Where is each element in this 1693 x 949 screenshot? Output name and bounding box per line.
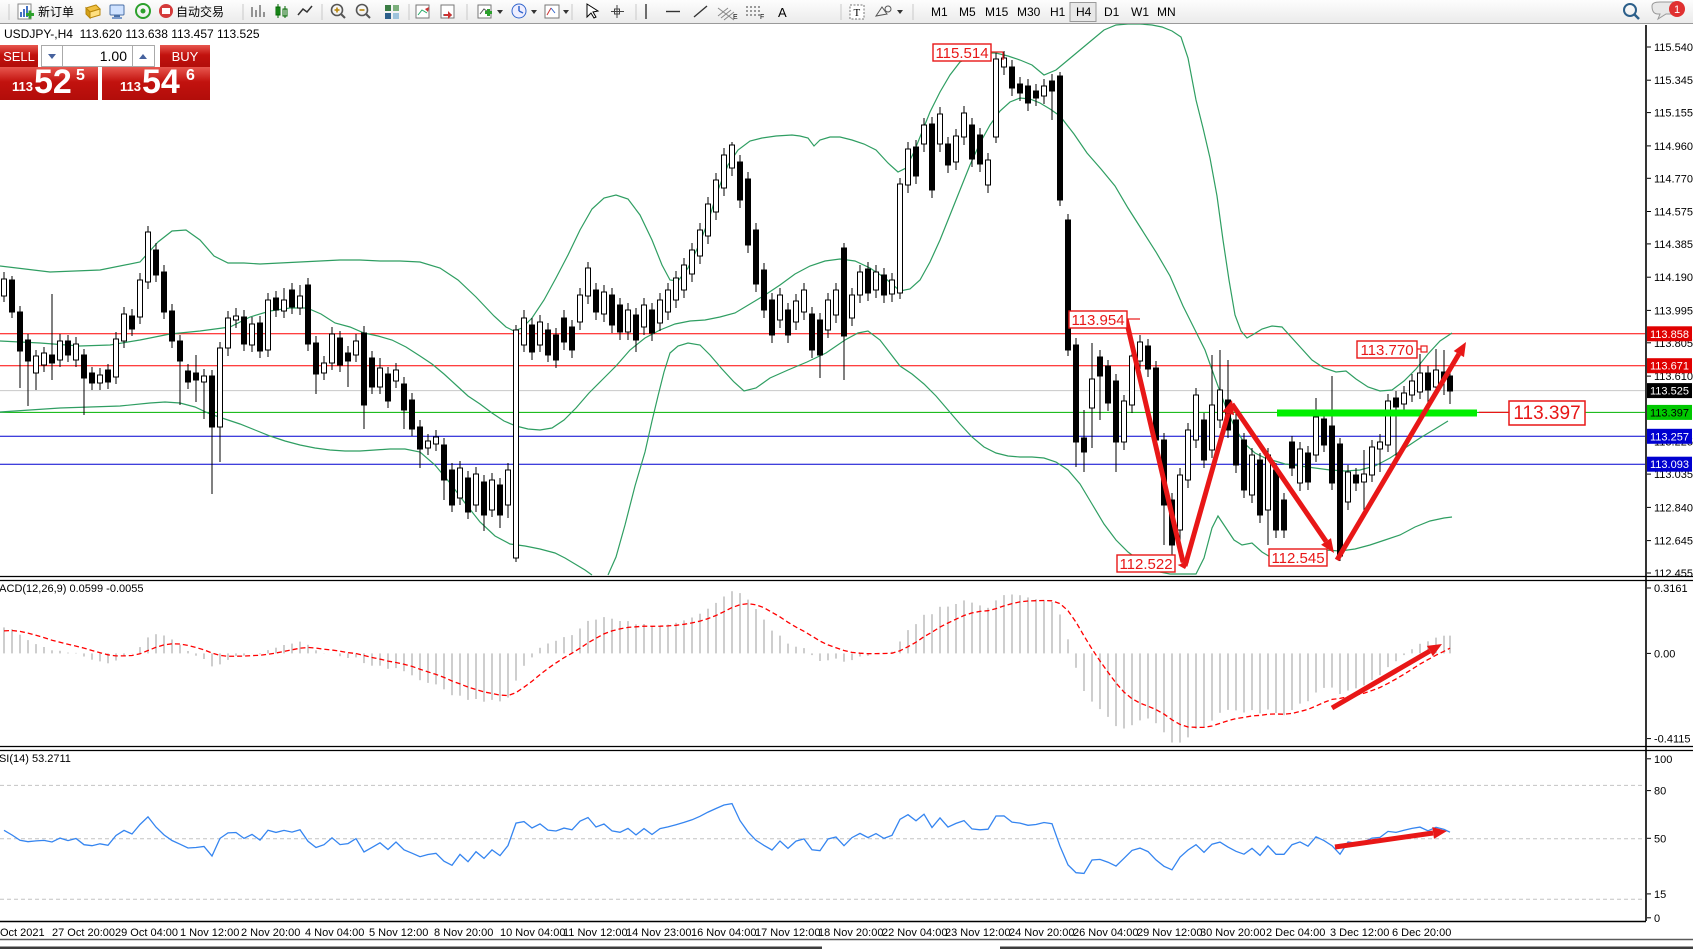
svg-text:8 Nov 20:00: 8 Nov 20:00 (434, 927, 493, 939)
svg-text:114.575: 114.575 (1654, 207, 1693, 219)
svg-text:114.190: 114.190 (1654, 272, 1693, 284)
svg-text:113.671: 113.671 (1650, 361, 1689, 373)
svg-text:24 Nov 20:00: 24 Nov 20:00 (1009, 927, 1074, 939)
svg-text:26 Nov 04:00: 26 Nov 04:00 (1073, 927, 1138, 939)
svg-text:100: 100 (1654, 754, 1672, 766)
svg-text:新订单: 新订单 (38, 4, 74, 19)
svg-text:0: 0 (1654, 913, 1660, 925)
svg-text:H1: H1 (1050, 5, 1066, 19)
svg-text:M5: M5 (959, 5, 976, 19)
svg-text:E: E (733, 14, 738, 21)
svg-text:27 Oct 20:00: 27 Oct 20:00 (52, 927, 115, 939)
svg-text:113.995: 113.995 (1654, 305, 1693, 317)
svg-text:-0.4115: -0.4115 (1654, 734, 1691, 746)
svg-text:115.540: 115.540 (1654, 42, 1693, 54)
svg-text:A: A (778, 5, 787, 20)
svg-text:5 Nov 12:00: 5 Nov 12:00 (369, 927, 428, 939)
svg-text:17 Nov 12:00: 17 Nov 12:00 (755, 927, 820, 939)
svg-text:18 Nov 20:00: 18 Nov 20:00 (818, 927, 883, 939)
svg-text:112.455: 112.455 (1654, 568, 1693, 580)
svg-text:14 Nov 23:00: 14 Nov 23:00 (626, 927, 691, 939)
svg-text:113.397: 113.397 (1513, 403, 1580, 424)
svg-text:4 Nov 04:00: 4 Nov 04:00 (305, 927, 364, 939)
svg-text:115.345: 115.345 (1654, 75, 1693, 87)
svg-text:114.385: 114.385 (1654, 239, 1693, 251)
svg-text:113.257: 113.257 (1650, 431, 1689, 443)
svg-text:115.155: 115.155 (1654, 108, 1693, 120)
svg-text:D1: D1 (1104, 5, 1120, 19)
svg-text:6 Dec 20:00: 6 Dec 20:00 (1392, 927, 1451, 939)
svg-text:自动交易: 自动交易 (176, 4, 224, 19)
svg-text:114.770: 114.770 (1654, 173, 1693, 185)
svg-text:113.397: 113.397 (1650, 407, 1689, 419)
svg-text:M30: M30 (1017, 5, 1041, 19)
svg-text:114.960: 114.960 (1654, 141, 1693, 153)
svg-text:112.645: 112.645 (1654, 536, 1693, 548)
svg-text:1 Nov 12:00: 1 Nov 12:00 (180, 927, 239, 939)
svg-text:29 Oct 04:00: 29 Oct 04:00 (115, 927, 178, 939)
svg-text:115.514: 115.514 (935, 45, 988, 62)
svg-text:113.954: 113.954 (1071, 312, 1124, 329)
svg-text:M15: M15 (985, 5, 1009, 19)
svg-text:MN: MN (1157, 5, 1176, 19)
svg-text:16 Nov 04:00: 16 Nov 04:00 (691, 927, 756, 939)
svg-text:Oct 2021: Oct 2021 (0, 927, 45, 939)
svg-text:MACD(12,26,9) 0.0599 -0.0055: MACD(12,26,9) 0.0599 -0.0055 (0, 583, 143, 595)
svg-text:0.3161: 0.3161 (1654, 583, 1688, 595)
svg-text:10 Nov 04:00: 10 Nov 04:00 (500, 927, 565, 939)
svg-text:1: 1 (1674, 4, 1680, 16)
svg-text:11 Nov 12:00: 11 Nov 12:00 (563, 927, 628, 939)
svg-text:W1: W1 (1131, 5, 1149, 19)
svg-text:2 Dec 04:00: 2 Dec 04:00 (1266, 927, 1325, 939)
svg-text:113.858: 113.858 (1650, 329, 1689, 341)
svg-text:30 Nov 20:00: 30 Nov 20:00 (1200, 927, 1265, 939)
svg-text:22 Nov 04:00: 22 Nov 04:00 (882, 927, 947, 939)
svg-text:F: F (760, 14, 764, 21)
svg-text:15: 15 (1654, 889, 1666, 901)
svg-text:RSI(14) 53.2711: RSI(14) 53.2711 (0, 753, 71, 765)
svg-text:3 Dec 12:00: 3 Dec 12:00 (1330, 927, 1389, 939)
svg-text:112.840: 112.840 (1654, 502, 1693, 514)
svg-text:H4: H4 (1076, 5, 1092, 19)
svg-text:113.610: 113.610 (1654, 371, 1693, 383)
svg-text:0.00: 0.00 (1654, 648, 1675, 660)
svg-text:T: T (854, 7, 861, 19)
svg-text:113.093: 113.093 (1650, 459, 1689, 471)
svg-text:112.522: 112.522 (1119, 556, 1172, 573)
svg-text:23 Nov 12:00: 23 Nov 12:00 (945, 927, 1010, 939)
svg-text:112.545: 112.545 (1271, 550, 1324, 567)
svg-text:80: 80 (1654, 786, 1666, 798)
svg-text:113.035: 113.035 (1654, 469, 1693, 481)
svg-text:113.525: 113.525 (1650, 386, 1689, 398)
svg-text:2 Nov 20:00: 2 Nov 20:00 (241, 927, 300, 939)
svg-text:29 Nov 12:00: 29 Nov 12:00 (1137, 927, 1202, 939)
svg-text:50: 50 (1654, 833, 1666, 845)
svg-text:113.770: 113.770 (1360, 342, 1413, 359)
svg-text:M1: M1 (931, 5, 948, 19)
